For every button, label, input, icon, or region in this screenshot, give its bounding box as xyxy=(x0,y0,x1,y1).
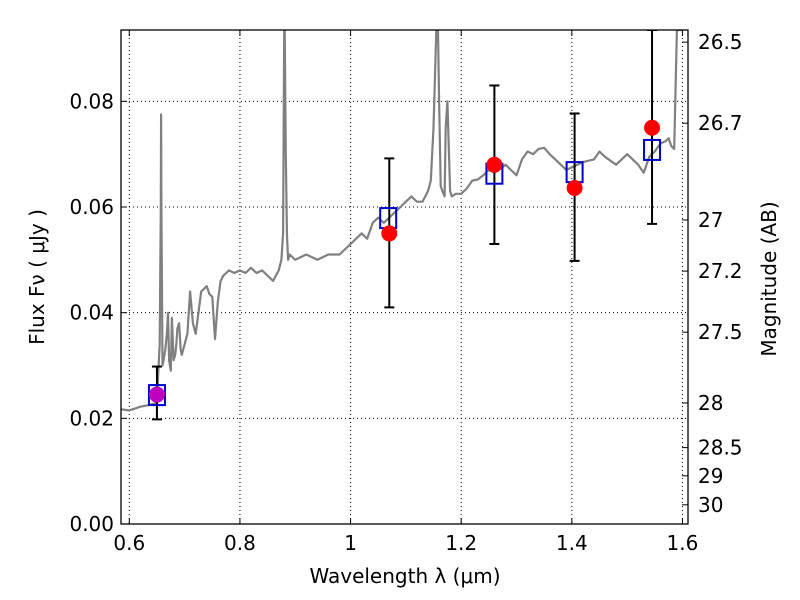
y2-tick-label: 28.5 xyxy=(698,436,743,460)
y2-tick-label: 26.7 xyxy=(698,111,743,135)
model-flux-marker xyxy=(643,138,662,161)
x-tick-label: 1.2 xyxy=(445,531,477,555)
x-axis-ticks: 0.6 0.8 1 1.2 1.4 1.6 xyxy=(113,30,698,555)
observed-flux-marker xyxy=(644,119,661,136)
x-tick-label: 0.6 xyxy=(113,531,145,555)
x-tick-label: 1.6 xyxy=(667,531,699,555)
observed-flux-marker xyxy=(486,156,503,173)
observed-flux-marker xyxy=(148,386,165,403)
secondary-y-axis-label: Magnitude (AB) xyxy=(757,201,781,356)
x-tick-label: 0.8 xyxy=(224,531,256,555)
y-axis-label: Flux Fν ( μJy ) xyxy=(25,209,49,345)
y2-tick-label: 27.5 xyxy=(698,320,743,344)
y-axis-ticks: 0.00 0.02 0.04 0.06 0.08 xyxy=(69,89,127,536)
grid-lines xyxy=(121,30,688,525)
error-bars xyxy=(151,30,658,421)
x-tick-label: 1 xyxy=(344,531,357,555)
observed-flux-marker xyxy=(381,225,398,242)
plot-area xyxy=(121,30,683,421)
y2-tick-label: 28 xyxy=(698,391,723,415)
y2-tick-label: 30 xyxy=(698,493,723,517)
plot-frame xyxy=(120,29,689,525)
y2-tick-label: 27 xyxy=(698,208,723,232)
y-tick-label: 0.04 xyxy=(69,301,114,325)
observed-flux-marker xyxy=(566,179,583,196)
y-tick-label: 0.00 xyxy=(69,512,114,536)
secondary-y-axis-ticks: 26.5 26.7 27 27.2 27.5 28 28.5 29 30 xyxy=(682,30,743,517)
y2-tick-label: 29 xyxy=(698,464,723,488)
y-tick-label: 0.06 xyxy=(69,195,114,219)
y-tick-label: 0.02 xyxy=(69,406,114,430)
y-tick-label: 0.08 xyxy=(69,89,114,113)
y2-tick-label: 26.5 xyxy=(698,30,743,54)
model-flux-marker xyxy=(147,384,166,407)
x-tick-label: 1.4 xyxy=(556,531,588,555)
y2-tick-label: 27.2 xyxy=(698,259,743,283)
model-spectrum-line xyxy=(121,30,683,412)
observed-flux-markers xyxy=(148,119,661,403)
x-axis-label: Wavelength λ (μm) xyxy=(309,564,500,588)
